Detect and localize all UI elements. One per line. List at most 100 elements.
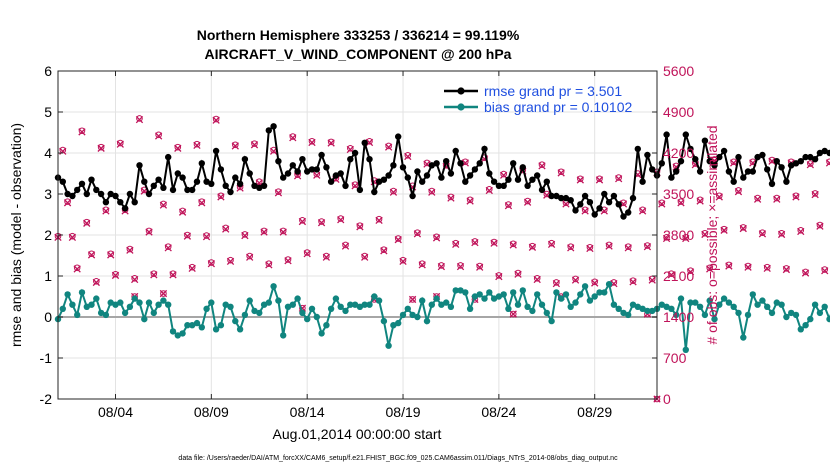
rmse-point [251, 182, 258, 189]
obs-possible-marker [596, 175, 603, 183]
obs-possible-marker [275, 188, 282, 195]
bias-point [610, 301, 618, 308]
rmse-point [88, 176, 95, 183]
obs-assimilated-marker [183, 232, 192, 240]
rmse-point [625, 209, 632, 216]
rmse-point [342, 182, 349, 189]
obs-possible-marker [160, 200, 167, 208]
bias-point [538, 301, 546, 308]
rmse-point [265, 127, 272, 134]
obs-assimilated-marker [576, 176, 584, 184]
obs-assimilated-marker [701, 230, 709, 239]
obs-possible-marker [361, 252, 368, 260]
bias-point [567, 303, 574, 310]
obs-assimilated-marker [150, 271, 158, 279]
rmse-point [615, 201, 622, 208]
obs-assimilated-marker [624, 244, 632, 252]
obs-possible-marker [337, 215, 345, 222]
obs-possible-marker [811, 190, 819, 197]
obs-assimilated-marker [667, 271, 676, 279]
bias-point [179, 330, 186, 337]
bias-point [150, 309, 157, 317]
rmse-point [821, 147, 828, 155]
bias-point [227, 303, 234, 310]
rmse-point [510, 160, 517, 167]
bias-point [117, 299, 124, 306]
obs-assimilated-marker [730, 159, 738, 167]
bias-point [121, 309, 129, 317]
obs-possible-marker [591, 278, 599, 286]
obs-possible-marker [255, 178, 263, 185]
rmse-point [500, 182, 507, 189]
obs-possible-marker [629, 277, 637, 284]
obs-possible-marker [212, 115, 220, 123]
bias-point [141, 315, 148, 323]
bias-point [788, 309, 795, 317]
bias-point [826, 315, 830, 323]
obs-assimilated-marker [629, 278, 637, 286]
y-right-tick-label: 1400 [663, 309, 694, 325]
bias-point [351, 301, 359, 308]
bias-point [107, 299, 114, 306]
obs-assimilated-marker [97, 144, 105, 152]
obs-possible-marker [682, 234, 690, 241]
obs-possible-marker [783, 265, 790, 272]
rmse-point [692, 156, 699, 163]
obs-possible-marker [251, 140, 258, 147]
obs-assimilated-marker [720, 226, 728, 234]
bias-point [558, 295, 565, 302]
obs-possible-marker [725, 261, 733, 269]
y-left-tick-label: 2 [44, 227, 52, 243]
obs-assimilated-marker [485, 186, 493, 195]
obs-assimilated-marker [308, 138, 316, 147]
obs-assimilated-marker [159, 201, 168, 209]
y-left-axis-ticks: -2 -1 0 1 2 3 4 5 6 [40, 63, 63, 407]
rmse-point [189, 186, 196, 194]
obs-assimilated-marker [384, 143, 393, 151]
y-right-tick-label: 5600 [663, 63, 694, 79]
obs-assimilated-marker [605, 242, 613, 250]
bias-point [457, 287, 464, 294]
obs-assimilated-marker [658, 200, 666, 208]
obs-assimilated-marker [389, 188, 398, 196]
y-left-tick-label: 5 [44, 104, 52, 120]
rmse-point [524, 182, 531, 189]
bias-point [730, 303, 737, 310]
obs-assimilated-marker [816, 222, 824, 230]
obs-assimilated-marker [279, 228, 287, 236]
rmse-point [256, 184, 263, 191]
bias-point [792, 311, 800, 319]
rmse-point [596, 205, 603, 212]
obs-assimilated-marker [495, 272, 503, 281]
rmse-point [792, 160, 800, 167]
obs-possible-marker [145, 227, 153, 235]
obs-assimilated-marker [337, 216, 345, 224]
rmse-point [754, 153, 761, 161]
obs-assimilated-marker [763, 264, 771, 273]
y-right-axis-label: # of obs: o=possible; ×=assimilated [704, 125, 720, 344]
bias-point [524, 303, 531, 310]
obs-assimilated-marker [274, 189, 283, 197]
obs-assimilated-marker [806, 161, 815, 169]
obs-possible-marker [380, 246, 388, 253]
obs-possible-marker [687, 267, 694, 275]
obs-assimilated-marker [289, 134, 297, 142]
obs-possible-marker [701, 229, 709, 237]
rmse-point [93, 186, 100, 194]
bias-point [783, 313, 790, 321]
obs-assimilated-marker [734, 187, 743, 196]
rmse-point [304, 168, 311, 175]
obs-assimilated-marker [768, 157, 776, 165]
obs-assimilated-marker [744, 263, 752, 271]
bias-point [241, 311, 249, 319]
obs-assimilated-marker [164, 244, 172, 252]
obs-assimilated-marker [432, 234, 441, 242]
x-tick-label: 08/19 [386, 404, 421, 420]
obs-possible-marker [112, 270, 119, 278]
obs-possible-marker [447, 193, 455, 201]
obs-possible-marker [567, 243, 575, 251]
rmse-point [548, 192, 555, 200]
rmse-point [323, 164, 330, 171]
bias-point [644, 307, 651, 315]
rmse-point [701, 137, 709, 144]
